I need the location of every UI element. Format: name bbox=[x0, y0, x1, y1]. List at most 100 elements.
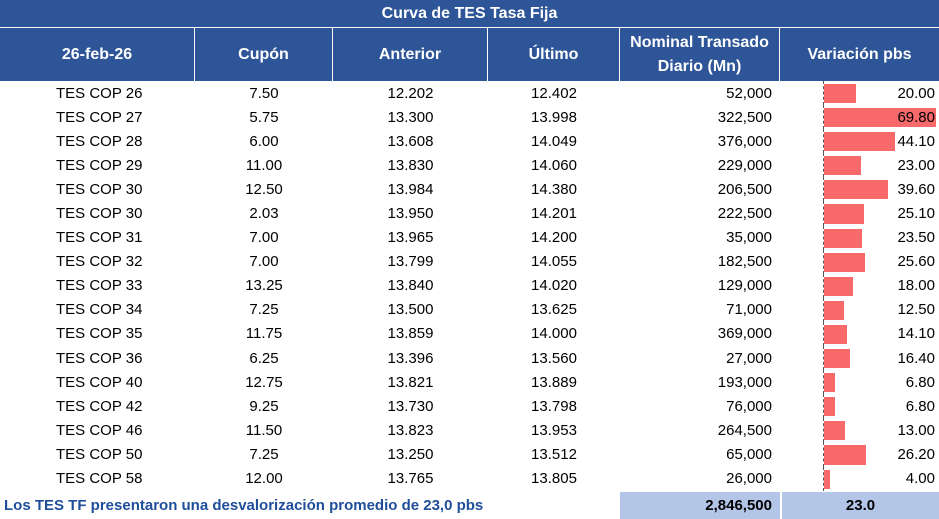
variation-cell: 13.00 bbox=[780, 418, 939, 443]
variation-cell: 69.80 bbox=[780, 105, 939, 130]
variation-value: 14.10 bbox=[897, 325, 935, 343]
variation-bar bbox=[824, 469, 831, 489]
variation-cell: 26.20 bbox=[780, 442, 939, 467]
previous-cell: 13.608 bbox=[387, 132, 434, 150]
table-row: TES COP 36 6.25 13.396 13.560 27,000 16.40 bbox=[0, 346, 939, 371]
table-body: TES COP 26 7.50 12.202 12.402 52,000 20.00 TES… bbox=[0, 81, 939, 491]
variation-bar bbox=[824, 108, 936, 128]
bond-name: TES COP 58 bbox=[56, 470, 143, 488]
coupon-cell: 7.25 bbox=[249, 301, 279, 319]
nominal-cell: 222,500 bbox=[717, 205, 772, 223]
coupon-cell: 11.50 bbox=[245, 421, 283, 439]
bar-axis-line bbox=[823, 153, 824, 178]
variation-cell: 6.80 bbox=[780, 394, 939, 419]
table-row: TES COP 58 12.00 13.765 13.805 26,000 4.00 bbox=[0, 466, 939, 491]
last-cell: 13.512 bbox=[531, 445, 577, 463]
variation-cell: 23.00 bbox=[780, 153, 939, 178]
variation-value: 69.80 bbox=[897, 108, 935, 126]
bar-axis-line bbox=[823, 418, 824, 443]
nominal-cell: 376,000 bbox=[717, 132, 772, 150]
nominal-cell: 206,500 bbox=[717, 180, 772, 198]
nominal-cell: 129,000 bbox=[717, 277, 772, 295]
previous-cell: 13.730 bbox=[387, 397, 434, 415]
bond-name: TES COP 28 bbox=[56, 132, 143, 150]
footer-avg-variation: 23.0 bbox=[780, 492, 939, 519]
coupon-cell: 2.03 bbox=[249, 205, 279, 223]
variation-bar bbox=[824, 445, 866, 465]
table-title: Curva de TES Tasa Fija bbox=[0, 0, 939, 28]
variation-cell: 44.10 bbox=[780, 129, 939, 154]
coupon-cell: 12.75 bbox=[245, 373, 283, 391]
variation-value: 13.00 bbox=[897, 421, 935, 439]
last-cell: 13.798 bbox=[531, 397, 577, 415]
bar-axis-line bbox=[823, 273, 824, 298]
coupon-cell: 12.00 bbox=[245, 470, 283, 488]
previous-cell: 13.821 bbox=[387, 373, 434, 391]
previous-cell: 12.202 bbox=[387, 84, 434, 102]
coupon-cell: 9.25 bbox=[249, 397, 279, 415]
previous-cell: 13.950 bbox=[387, 205, 434, 223]
variation-bar bbox=[824, 324, 847, 345]
bond-name: TES COP 30 bbox=[56, 205, 143, 223]
last-cell: 14.380 bbox=[531, 180, 577, 198]
bar-axis-line bbox=[823, 225, 824, 250]
bond-name: TES COP 31 bbox=[56, 229, 143, 247]
coupon-cell: 12.50 bbox=[245, 180, 283, 198]
previous-cell: 13.300 bbox=[387, 108, 434, 126]
nominal-cell: 52,000 bbox=[726, 84, 772, 102]
variation-value: 44.10 bbox=[897, 132, 935, 150]
bar-axis-line bbox=[823, 201, 824, 226]
bond-name: TES COP 42 bbox=[56, 397, 143, 415]
bond-name: TES COP 50 bbox=[56, 445, 143, 463]
coupon-cell: 7.00 bbox=[249, 253, 279, 271]
previous-cell: 13.823 bbox=[387, 421, 434, 439]
bar-axis-line bbox=[823, 321, 824, 347]
variation-bar bbox=[824, 349, 851, 369]
variation-value: 20.00 bbox=[897, 84, 935, 102]
bond-name: TES COP 32 bbox=[56, 253, 143, 271]
previous-cell: 13.830 bbox=[387, 156, 434, 174]
bond-name: TES COP 30 bbox=[56, 180, 143, 198]
variation-value: 12.50 bbox=[897, 301, 935, 319]
header-previous: Anterior bbox=[333, 28, 488, 81]
last-cell: 14.020 bbox=[531, 277, 577, 295]
variation-bar bbox=[824, 421, 845, 441]
last-cell: 14.060 bbox=[531, 156, 577, 174]
header-last: Último bbox=[488, 28, 620, 81]
bond-name: TES COP 29 bbox=[56, 156, 143, 174]
variation-cell: 23.50 bbox=[780, 225, 939, 250]
bond-name: TES COP 27 bbox=[56, 108, 143, 126]
table-row: TES COP 32 7.00 13.799 14.055 182,500 25.60 bbox=[0, 249, 939, 274]
coupon-cell: 6.25 bbox=[249, 349, 279, 367]
coupon-cell: 11.75 bbox=[245, 325, 283, 343]
nominal-cell: 264,500 bbox=[717, 421, 772, 439]
nominal-cell: 76,000 bbox=[726, 397, 772, 415]
table-header: 26-feb-26 Cupón Anterior Último Nominal … bbox=[0, 28, 939, 81]
variation-value: 25.10 bbox=[897, 205, 935, 223]
table-row: TES COP 27 5.75 13.300 13.998 322,500 69.80 bbox=[0, 105, 939, 130]
nominal-cell: 35,000 bbox=[726, 229, 772, 247]
nominal-cell: 182,500 bbox=[717, 253, 772, 271]
table-row: TES COP 40 12.75 13.821 13.889 193,000 6.80 bbox=[0, 370, 939, 395]
bond-name: TES COP 36 bbox=[56, 349, 143, 367]
last-cell: 14.049 bbox=[531, 132, 577, 150]
last-cell: 12.402 bbox=[531, 84, 577, 102]
variation-bar bbox=[824, 276, 853, 296]
last-cell: 13.998 bbox=[531, 108, 577, 126]
nominal-cell: 26,000 bbox=[726, 470, 772, 488]
header-variation: Variación pbs bbox=[780, 28, 939, 81]
last-cell: 13.560 bbox=[531, 349, 577, 367]
previous-cell: 13.250 bbox=[387, 445, 434, 463]
variation-bar bbox=[824, 84, 857, 104]
variation-bar bbox=[824, 300, 845, 320]
bar-axis-line bbox=[823, 370, 824, 395]
table-row: TES COP 50 7.25 13.250 13.512 65,000 26.20 bbox=[0, 442, 939, 467]
nominal-cell: 369,000 bbox=[717, 325, 772, 343]
bond-name: TES COP 33 bbox=[56, 277, 143, 295]
footer-note: Los TES TF presentaron una desvalorizaci… bbox=[4, 497, 484, 514]
last-cell: 14.201 bbox=[531, 205, 577, 223]
last-cell: 13.889 bbox=[531, 373, 577, 391]
variation-value: 39.60 bbox=[897, 180, 935, 198]
nominal-cell: 193,000 bbox=[717, 373, 772, 391]
